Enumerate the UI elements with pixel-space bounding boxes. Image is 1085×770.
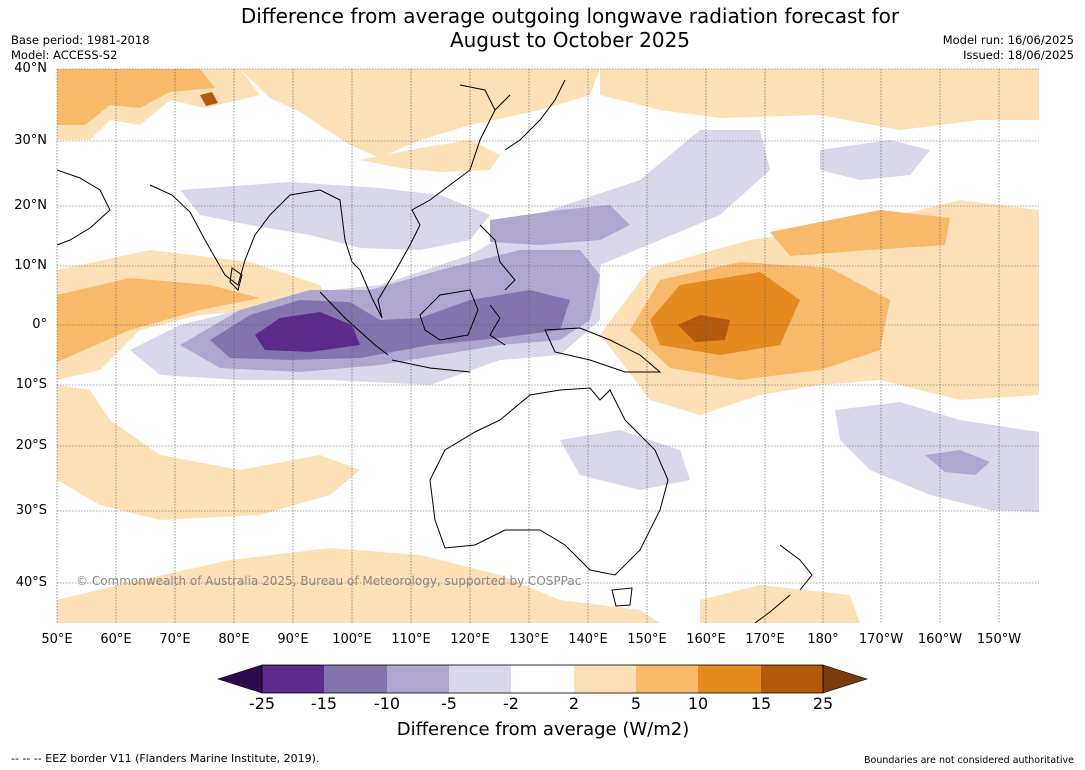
coastline-sri-lanka (229, 267, 243, 291)
positive-anomaly-himalaya-hotspot (200, 92, 218, 106)
colorbar-bin-7 (636, 665, 698, 693)
coastlines (57, 79, 813, 623)
negative-anomaly-northwest-pacific (820, 140, 930, 180)
lat-label-0: 0° (32, 317, 47, 332)
coastline-japan-korea (494, 79, 566, 151)
colorbar-over-arrow (822, 664, 868, 694)
colorbar-bin-8 (698, 665, 761, 693)
positive-anomaly-southern (57, 548, 660, 623)
title-line-2: August to October 2025 (449, 28, 691, 52)
lon-label-150w: 150°W (976, 632, 1022, 647)
model-run: Model run: 16/06/2025 (942, 33, 1074, 47)
coastline-philippines (479, 224, 516, 291)
coastline-java (391, 359, 471, 373)
coastline-new-guinea (544, 327, 662, 373)
colorbar-under-arrow (217, 664, 263, 694)
coastline-borneo (419, 289, 479, 341)
model-name: Model: ACCESS-S2 (11, 48, 118, 62)
colorbar-bin-6 (574, 665, 636, 693)
lat-label-30s: 30°S (15, 503, 47, 518)
positive-anomaly-pacific-15 (678, 315, 730, 342)
lat-label-10n: 10°N (14, 258, 47, 273)
colorbar-bin-5 (511, 665, 574, 693)
colorbar (217, 664, 868, 694)
positive-anomaly-china (360, 140, 500, 172)
negative-anomaly-5-north (490, 205, 630, 245)
copyright-notice: © Commonwealth of Australia 2025, Bureau… (76, 574, 582, 588)
coastline-australia (429, 387, 669, 576)
lon-label-160e: 160°E (686, 632, 726, 647)
colorbar-title: Difference from average (W/m2) (396, 719, 690, 740)
run-info: Model run: 16/06/2025 Issued: 18/06/2025 (943, 33, 1074, 63)
coastline-sumatra (319, 291, 389, 356)
lon-label-80e: 80°E (218, 632, 250, 647)
colorbar-bin-1 (262, 665, 324, 693)
lat-label-10s: 10°S (15, 377, 47, 392)
lon-label-50e: 50°E (41, 632, 73, 647)
anomaly-fields (57, 69, 1039, 623)
colorbar-tick-label: 10 (687, 694, 709, 713)
positive-anomaly-tibet (240, 69, 600, 158)
positive-anomaly-pacific-band (770, 210, 950, 256)
model-info: Base period: 1981-2018 Model: ACCESS-S2 (11, 33, 150, 63)
lon-label-70e: 70°E (159, 632, 191, 647)
colorbar-bin-2 (324, 665, 387, 693)
negative-anomaly-south-pacific-5 (925, 450, 990, 475)
lat-label-30n: 30°N (14, 133, 47, 148)
negative-anomaly-australia (560, 430, 690, 490)
positive-anomaly-south-indian (57, 385, 360, 520)
gridlines (56, 68, 1039, 623)
lon-label-100e: 100°E (332, 632, 372, 647)
issued-date: Issued: 18/06/2025 (963, 48, 1074, 62)
coastline-new-zealand (754, 544, 813, 623)
colorbar-tick-label: -5 (441, 694, 457, 713)
colorbar-bin-4 (449, 665, 511, 693)
colorbar-tick-label: 25 (812, 694, 834, 713)
lon-label-150e: 150°E (627, 632, 667, 647)
lon-label-130e: 130°E (509, 632, 549, 647)
positive-anomaly-indian-ocean-core (57, 278, 260, 362)
negative-anomaly-bay-of-bengal (180, 182, 490, 250)
positive-anomaly-north-pacific (600, 69, 1039, 130)
lon-label-160w: 160°W (917, 632, 963, 647)
colorbar-bin-3 (387, 665, 449, 693)
colorbar-tick-label: 5 (630, 694, 642, 713)
coastline-southeast-asia (359, 84, 496, 319)
coastline-sulawesi (489, 304, 506, 346)
lon-label-170e: 170°E (745, 632, 785, 647)
positive-anomaly-nw-core (57, 69, 215, 125)
eez-border-note: -- -- -- EEZ border V11 (Flanders Marine… (11, 752, 320, 765)
lat-label-40n: 40°N (14, 61, 47, 76)
lon-label-60e: 60°E (100, 632, 132, 647)
coastline-tasmania (611, 587, 633, 607)
lon-label-180: 180° (807, 632, 839, 647)
lat-label-20n: 20°N (14, 198, 47, 213)
coastline-arabia (57, 169, 111, 246)
lon-label-170w: 170°W (858, 632, 904, 647)
colorbar-tick-label: -15 (310, 694, 338, 713)
colorbar-tick-label: -25 (248, 694, 276, 713)
colorbar-outline (261, 664, 824, 694)
map-title: Difference from average outgoing longwav… (150, 4, 990, 52)
colorbar-tick-label: -2 (503, 694, 519, 713)
colorbar-tick-label: 15 (750, 694, 772, 713)
title-line-1: Difference from average outgoing longwav… (240, 4, 900, 28)
lon-label-90e: 90°E (277, 632, 309, 647)
lon-label-140e: 140°E (568, 632, 608, 647)
coastline-india (149, 184, 361, 286)
lat-label-40s: 40°S (15, 575, 47, 590)
lon-label-110e: 110°E (391, 632, 431, 647)
colorbar-tick-label: -10 (373, 694, 401, 713)
boundaries-disclaimer: Boundaries are not considered authoritat… (864, 755, 1074, 766)
lat-label-20s: 20°S (15, 438, 47, 453)
colorbar-bin-9 (761, 665, 823, 693)
lon-label-120e: 120°E (450, 632, 490, 647)
negative-anomaly-15 (255, 312, 360, 352)
colorbar-tick-label: 2 (568, 694, 580, 713)
base-period: Base period: 1981-2018 (11, 33, 150, 47)
